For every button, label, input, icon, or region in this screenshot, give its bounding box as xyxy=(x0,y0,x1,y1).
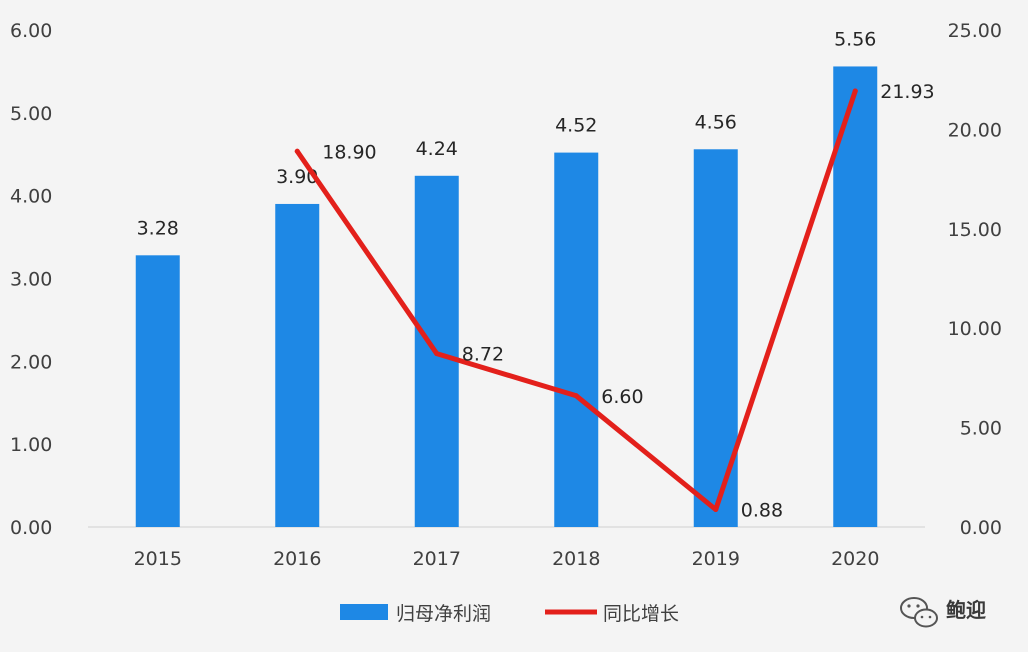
bar-value-label: 5.56 xyxy=(834,28,876,50)
bar-value-label: 4.52 xyxy=(555,115,597,137)
y-right-tick-label: 20.00 xyxy=(948,119,1002,141)
y-right-tick-label: 15.00 xyxy=(948,219,1002,241)
bar-value-label: 4.56 xyxy=(695,111,737,133)
bar-2015 xyxy=(135,255,180,527)
line-point-2016 xyxy=(294,148,300,154)
line-point-2018 xyxy=(573,393,579,399)
line-point-2019 xyxy=(713,507,719,513)
legend: 归母净利润 同比增长 xyxy=(340,603,679,625)
x-tick-label: 2018 xyxy=(552,548,600,570)
x-tick-label: 2016 xyxy=(273,548,321,570)
y-right-tick-label: 0.00 xyxy=(960,517,1002,539)
y-left-tick-label: 4.00 xyxy=(10,186,52,208)
y-left-tick-label: 5.00 xyxy=(10,103,52,125)
y-left-tick-label: 2.00 xyxy=(10,351,52,373)
watermark: 鲍迎 xyxy=(900,597,986,628)
y-right-tick-label: 10.00 xyxy=(948,318,1002,340)
bar-value-label: 4.24 xyxy=(416,138,458,160)
bar-2018 xyxy=(554,152,599,528)
x-tick-label: 2017 xyxy=(413,548,461,570)
line-point-2020 xyxy=(852,88,858,94)
line-value-label: 8.72 xyxy=(462,344,504,366)
bar-2020 xyxy=(833,66,878,528)
y-left-tick-label: 3.00 xyxy=(10,269,52,291)
y-right-tick-label: 5.00 xyxy=(960,418,1002,440)
line-point-2017 xyxy=(434,351,440,357)
x-tick-label: 2019 xyxy=(692,548,740,570)
x-tick-label: 2015 xyxy=(134,548,182,570)
line-value-label: 18.90 xyxy=(322,141,376,163)
legend-swatch-bar xyxy=(340,604,388,620)
y-left-tick-label: 1.00 xyxy=(10,434,52,456)
wechat-icon xyxy=(900,597,938,628)
y-right-tick-label: 25.00 xyxy=(948,20,1002,42)
legend-label-line: 同比增长 xyxy=(603,603,679,625)
bar-2016 xyxy=(275,203,320,527)
line-value-label: 6.60 xyxy=(601,386,643,408)
bar-value-label: 3.28 xyxy=(137,217,179,239)
y-left-tick-label: 6.00 xyxy=(10,20,52,42)
watermark-text: 鲍迎 xyxy=(946,598,986,622)
y-left-tick-label: 0.00 xyxy=(10,517,52,539)
x-tick-label: 2020 xyxy=(831,548,879,570)
line-value-label: 21.93 xyxy=(880,81,934,103)
legend-label-bar: 归母净利润 xyxy=(396,603,491,625)
line-value-label: 0.88 xyxy=(741,500,783,522)
bar-value-label: 3.90 xyxy=(276,166,318,188)
